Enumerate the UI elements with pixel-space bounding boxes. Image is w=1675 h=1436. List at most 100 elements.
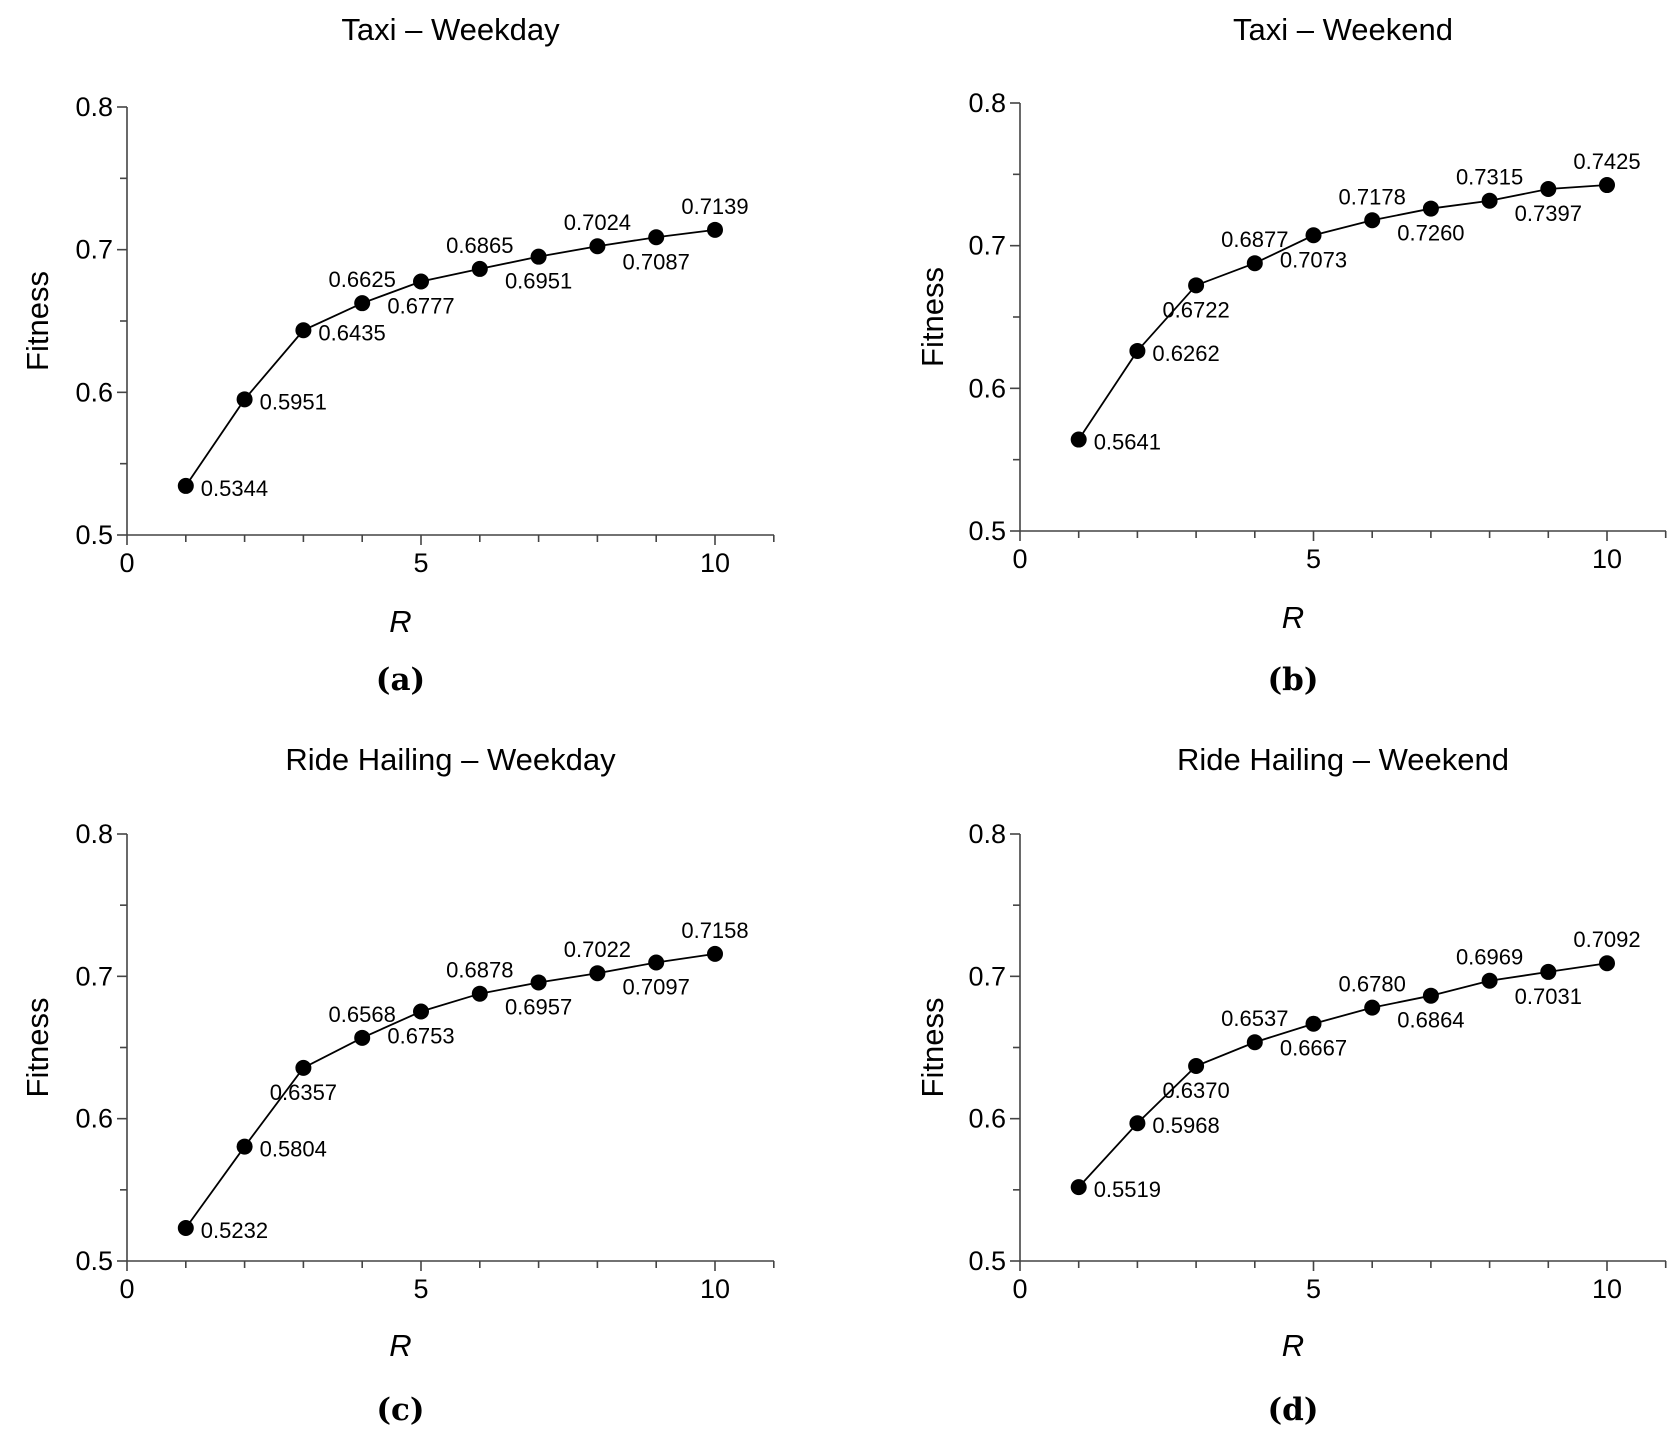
data-label: 0.5232 (201, 1218, 268, 1243)
data-label: 0.6777 (387, 293, 454, 318)
data-label: 0.6537 (1221, 1006, 1288, 1031)
series-line (185, 952, 716, 1229)
data-point (471, 985, 488, 1002)
data-label: 0.6877 (1221, 227, 1288, 252)
x-tick-label: 10 (700, 548, 730, 578)
data-label: 0.7260 (1397, 221, 1464, 246)
data-point (1540, 963, 1557, 980)
data-label: 0.6865 (446, 233, 513, 258)
data-label: 0.5519 (1094, 1177, 1161, 1202)
data-label: 0.6780 (1339, 972, 1406, 997)
y-tick-label: 0.7 (968, 961, 1006, 991)
y-tick-label: 0.6 (75, 1104, 113, 1134)
panel-label: (a) (376, 662, 425, 698)
data-label: 0.6969 (1456, 945, 1523, 970)
chart-title: Taxi – Weekday (341, 12, 560, 47)
chart-title: Ride Hailing – Weekday (285, 742, 616, 777)
x-axis-title: R (389, 604, 411, 639)
x-axis-title: R (389, 1328, 411, 1363)
data-label: 0.7097 (623, 975, 690, 1000)
data-label: 0.7031 (1515, 984, 1582, 1009)
chart-title: Ride Hailing – Weekend (1177, 742, 1509, 777)
x-tick-label: 10 (700, 1274, 730, 1304)
data-label: 0.6722 (1162, 297, 1229, 322)
y-tick-label: 0.8 (968, 819, 1006, 849)
data-point (1305, 227, 1322, 244)
data-point (1422, 200, 1439, 217)
data-point (1129, 342, 1146, 359)
data-point (589, 965, 606, 982)
y-tick-label: 0.7 (968, 231, 1006, 261)
data-label: 0.7397 (1515, 201, 1582, 226)
data-point (530, 974, 547, 991)
data-point (530, 248, 547, 265)
y-axis-title: Fitness (915, 267, 950, 367)
y-tick-label: 0.8 (968, 88, 1006, 118)
data-label: 0.5344 (201, 476, 268, 501)
data-label: 0.6864 (1397, 1008, 1464, 1033)
data-point (648, 954, 665, 971)
y-axis-title: Fitness (20, 271, 55, 371)
data-point (354, 1029, 371, 1046)
data-point (236, 391, 253, 408)
chart-panel-b: Taxi – Weekend 0.5 0.6 0.7 0.8 0 5 10 R Fitness 0.… (915, 12, 1667, 698)
y-tick-label: 0.6 (75, 377, 113, 407)
data-point (589, 238, 606, 255)
data-point (177, 477, 194, 494)
data-label: 0.7024 (564, 210, 631, 235)
data-point (707, 221, 723, 238)
x-tick-label: 0 (119, 548, 134, 578)
data-label: 0.5968 (1152, 1113, 1219, 1138)
x-tick-label: 0 (119, 1274, 134, 1304)
y-tick-label: 0.5 (75, 520, 113, 550)
data-point (1540, 181, 1557, 198)
data-point (1599, 955, 1615, 972)
data-label: 0.7315 (1456, 165, 1523, 190)
data-label: 0.6753 (387, 1023, 454, 1048)
data-label: 0.5641 (1094, 430, 1161, 455)
data-point (1305, 1015, 1322, 1032)
series-line (1077, 184, 1608, 441)
data-point (354, 295, 371, 312)
data-point (1070, 1179, 1087, 1196)
data-point (1481, 972, 1498, 989)
data-point (1599, 177, 1615, 194)
data-label: 0.7425 (1573, 149, 1640, 174)
data-point (1129, 1115, 1146, 1132)
x-tick-label: 0 (1012, 544, 1027, 574)
x-tick-label: 5 (1306, 544, 1321, 574)
data-label: 0.6262 (1152, 341, 1219, 366)
data-label: 0.6568 (329, 1002, 396, 1027)
chart-panel-d: Ride Hailing – Weekend 0.5 0.6 0.7 0.8 0 5 10 R F… (915, 742, 1667, 1428)
data-label: 0.6951 (505, 269, 572, 294)
data-label: 0.6878 (446, 958, 513, 983)
y-tick-label: 0.8 (75, 92, 113, 122)
panel-label: (d) (1267, 1392, 1318, 1428)
data-point (1188, 277, 1205, 294)
y-tick-label: 0.7 (75, 961, 113, 991)
series-line (185, 228, 716, 487)
y-tick-label: 0.5 (75, 1246, 113, 1276)
data-point (236, 1138, 253, 1155)
data-point (1364, 999, 1381, 1016)
x-tick-label: 10 (1592, 544, 1622, 574)
data-label: 0.7158 (681, 918, 748, 943)
data-point (1246, 255, 1263, 272)
data-label: 0.7022 (564, 937, 631, 962)
data-point (413, 1003, 429, 1020)
data-label: 0.6957 (505, 994, 572, 1019)
data-point (1481, 192, 1498, 209)
data-label: 0.7139 (681, 194, 748, 219)
y-tick-label: 0.7 (75, 235, 113, 265)
x-axis-title: R (1282, 600, 1304, 635)
data-label: 0.5804 (260, 1137, 327, 1162)
data-point (295, 1059, 312, 1076)
y-tick-label: 0.5 (968, 516, 1006, 546)
chart-panel-c: Ride Hailing – Weekday 0.5 0.6 0.7 0.8 0 5 10 R F… (20, 742, 775, 1428)
data-point (707, 945, 723, 962)
x-axis-title: R (1282, 1328, 1304, 1363)
chart-title: Taxi – Weekend (1233, 12, 1453, 47)
data-label: 0.6357 (270, 1080, 337, 1105)
data-point (1364, 212, 1381, 229)
